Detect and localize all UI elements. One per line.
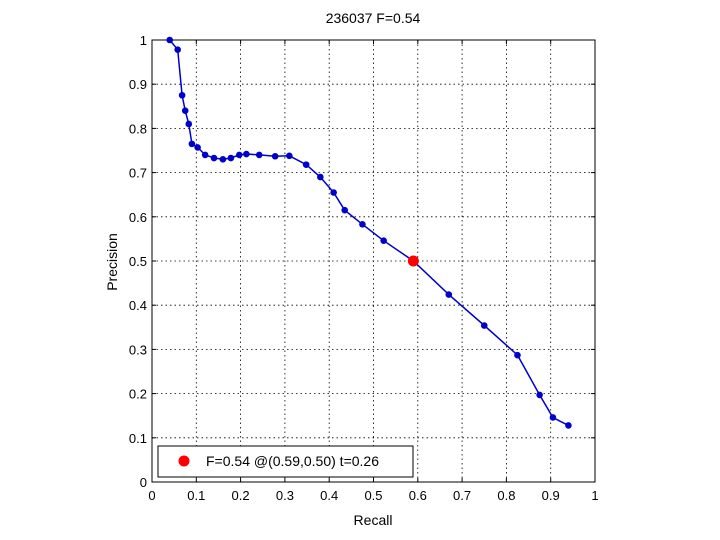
data-point (514, 351, 521, 359)
y-tick-label: 0.7 (129, 166, 147, 181)
x-tick-label: 0.8 (497, 488, 515, 503)
y-tick-label: 0.2 (129, 387, 147, 402)
axis-ticks (151, 39, 596, 483)
chart-title: 236037 F=0.54 (326, 10, 421, 26)
y-tick-label: 0.9 (129, 77, 147, 92)
data-point (227, 154, 235, 162)
data-point (174, 46, 181, 54)
data-point (565, 422, 572, 429)
legend-marker (178, 455, 190, 467)
y-tick-label: 0.1 (129, 431, 147, 446)
data-point (178, 91, 186, 99)
data-point (317, 173, 324, 181)
data-point (181, 107, 189, 115)
data-point (549, 414, 557, 421)
y-axis-tick-labels: 0 0.1 0.2 0.3 0.4 0.5 0.6 0.7 0.8 0.9 1 (129, 33, 147, 490)
x-tick-label: 0.2 (232, 488, 250, 503)
x-axis-label: Recall (354, 512, 393, 528)
best-f-point (407, 255, 419, 267)
data-point (185, 120, 193, 128)
y-tick-label: 0.8 (129, 121, 147, 136)
x-tick-label: 0 (148, 488, 155, 503)
y-tick-label: 0.5 (129, 254, 147, 269)
x-tick-label: 0.4 (320, 488, 338, 503)
data-point (166, 36, 174, 44)
y-tick-label: 0.3 (129, 342, 147, 357)
x-tick-label: 0.9 (542, 488, 560, 503)
x-tick-label: 0.7 (453, 488, 471, 503)
data-point (341, 206, 349, 214)
data-point (286, 152, 293, 160)
data-point (188, 140, 196, 148)
x-tick-label: 0.3 (276, 488, 294, 503)
precision-recall-series (166, 36, 572, 429)
data-point (255, 151, 263, 159)
data-point (359, 221, 366, 228)
data-point (536, 391, 543, 399)
data-point (201, 151, 209, 159)
x-tick-label: 1 (591, 488, 598, 503)
data-point (219, 156, 227, 163)
data-point (271, 152, 279, 160)
legend-label: F=0.54 @(0.59,0.50) t=0.26 (206, 453, 379, 469)
legend-box (157, 445, 414, 478)
data-point (243, 150, 250, 158)
x-tick-label: 0.1 (187, 488, 205, 503)
y-tick-label: 0 (140, 475, 147, 490)
data-point (380, 237, 387, 244)
data-point (235, 151, 243, 159)
best-f-marker (407, 255, 419, 267)
y-tick-label: 0.4 (129, 298, 147, 313)
y-tick-label: 1 (140, 33, 147, 48)
data-point (210, 154, 218, 162)
x-axis-tick-labels: 0 0.1 0.2 0.3 0.4 0.5 0.6 0.7 0.8 0.9 1 (148, 488, 598, 503)
data-point (302, 161, 310, 168)
data-point (445, 291, 453, 298)
legend: F=0.54 @(0.59,0.50) t=0.26 (157, 445, 414, 478)
grid-lines (152, 40, 595, 482)
data-point (194, 144, 201, 151)
data-point (480, 322, 488, 329)
data-point (330, 189, 337, 196)
x-tick-label: 0.5 (364, 488, 382, 503)
x-tick-label: 0.6 (409, 488, 427, 503)
y-tick-label: 0.6 (129, 210, 147, 225)
y-axis-label: Precision (104, 233, 120, 291)
